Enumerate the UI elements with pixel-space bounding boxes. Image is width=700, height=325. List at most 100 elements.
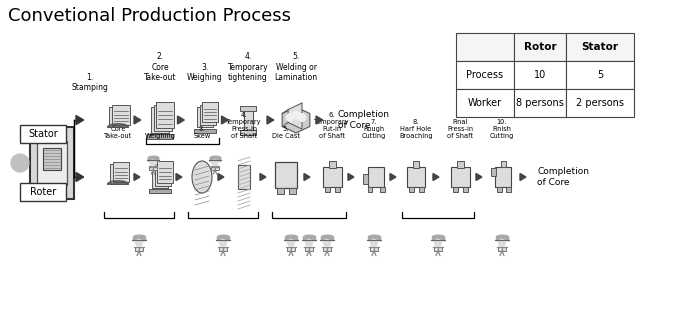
Polygon shape: [520, 174, 526, 180]
Bar: [202, 102, 218, 122]
Circle shape: [292, 111, 300, 119]
Bar: [238, 165, 250, 189]
Polygon shape: [476, 174, 482, 180]
Bar: [500, 161, 505, 167]
Text: 3.
Skew: 3. Skew: [193, 126, 211, 139]
Bar: [152, 166, 168, 188]
Bar: [149, 166, 157, 170]
Bar: [456, 89, 514, 117]
Circle shape: [288, 240, 295, 247]
Circle shape: [150, 160, 156, 166]
Circle shape: [286, 113, 294, 122]
Text: 9.
Final
Press-in
of Shaft: 9. Final Press-in of Shaft: [447, 112, 473, 139]
Bar: [409, 187, 414, 191]
Polygon shape: [348, 174, 354, 180]
Bar: [147, 134, 173, 138]
Bar: [328, 161, 335, 167]
Text: 10.
Finish
Cutting: 10. Finish Cutting: [490, 119, 514, 139]
Bar: [155, 163, 171, 186]
Polygon shape: [76, 173, 84, 181]
Polygon shape: [288, 103, 302, 129]
Bar: [218, 247, 228, 251]
Bar: [111, 105, 130, 124]
Bar: [566, 89, 634, 117]
Bar: [379, 187, 384, 191]
Bar: [456, 61, 514, 89]
Text: 4.
Temporary
Press-in
of Shaft: 4. Temporary Press-in of Shaft: [226, 112, 262, 139]
Bar: [456, 161, 463, 167]
Polygon shape: [221, 116, 228, 124]
Bar: [451, 167, 470, 187]
Bar: [335, 187, 339, 191]
Bar: [197, 107, 213, 127]
Text: 4.
Temporary
tightening: 4. Temporary tightening: [228, 52, 268, 82]
Bar: [463, 187, 468, 191]
Bar: [505, 187, 510, 191]
Polygon shape: [390, 174, 396, 180]
Bar: [419, 187, 423, 191]
Polygon shape: [134, 174, 140, 180]
Bar: [413, 161, 419, 167]
Bar: [30, 127, 74, 199]
Bar: [276, 188, 284, 194]
Text: Stator: Stator: [28, 129, 58, 139]
Bar: [325, 187, 330, 191]
Text: 5: 5: [597, 70, 603, 80]
Circle shape: [305, 240, 312, 247]
Bar: [495, 167, 511, 187]
Bar: [43, 148, 61, 170]
Bar: [211, 166, 219, 170]
Bar: [240, 106, 256, 110]
Polygon shape: [176, 174, 182, 180]
Text: 8.
Harf Hole
Broaching: 8. Harf Hole Broaching: [399, 119, 433, 139]
Text: Rotor: Rotor: [524, 42, 556, 52]
Text: Process: Process: [466, 70, 503, 80]
Bar: [149, 189, 171, 193]
Circle shape: [298, 113, 306, 122]
Bar: [368, 167, 384, 187]
Bar: [286, 247, 295, 251]
Text: Worker: Worker: [468, 98, 502, 108]
Circle shape: [220, 240, 227, 247]
Bar: [323, 167, 342, 187]
Bar: [20, 125, 66, 143]
Bar: [566, 33, 634, 61]
Text: 1.
Stamping: 1. Stamping: [71, 72, 108, 92]
Bar: [491, 168, 496, 176]
Bar: [157, 161, 173, 183]
Bar: [134, 247, 144, 251]
Bar: [240, 129, 256, 135]
Bar: [407, 167, 425, 187]
Text: Completion
of Core: Completion of Core: [537, 167, 589, 187]
Bar: [566, 61, 634, 89]
Circle shape: [498, 240, 505, 247]
Text: Roter: Roter: [30, 187, 56, 197]
Text: 5.
Welding or
Lamination: 5. Welding or Lamination: [274, 52, 318, 82]
Bar: [156, 102, 174, 128]
Bar: [244, 109, 253, 131]
Bar: [20, 183, 66, 201]
Text: 10: 10: [534, 70, 546, 80]
Bar: [194, 129, 216, 133]
Polygon shape: [134, 116, 141, 124]
Bar: [370, 247, 379, 251]
Text: 8 persons: 8 persons: [516, 98, 564, 108]
Bar: [37, 141, 67, 185]
Bar: [514, 33, 566, 61]
Bar: [199, 105, 216, 124]
Bar: [110, 164, 126, 184]
Bar: [109, 107, 127, 127]
Bar: [323, 247, 332, 251]
Bar: [514, 61, 566, 89]
Text: 2.
Core
Take-out: 2. Core Take-out: [144, 52, 176, 82]
Text: 2 persons: 2 persons: [576, 98, 624, 108]
Bar: [151, 107, 169, 133]
Bar: [275, 162, 297, 188]
Text: Stator: Stator: [582, 42, 619, 52]
Polygon shape: [282, 107, 310, 133]
Bar: [433, 247, 442, 251]
Circle shape: [435, 240, 442, 247]
Circle shape: [323, 240, 330, 247]
Text: 7.
Rough
Cutting: 7. Rough Cutting: [362, 119, 386, 139]
Bar: [456, 33, 514, 61]
